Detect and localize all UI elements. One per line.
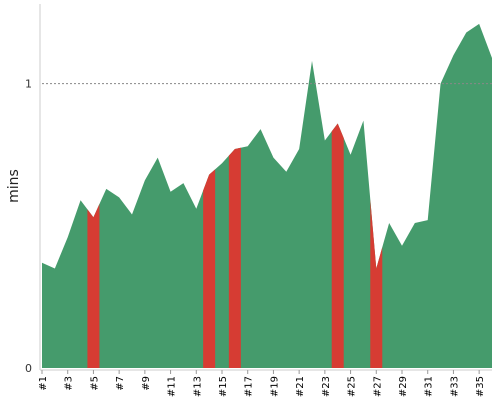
failed-build-band[interactable] xyxy=(331,123,344,368)
y-tick-label: 0 xyxy=(25,362,32,375)
x-tick-label: #17 xyxy=(244,376,255,397)
x-ticks: #1 #3 #5 #7 #9 #11 #13 #15 #17 #19 #21 #23 #25 #27 #29… xyxy=(38,370,486,397)
x-tick-label: #21 xyxy=(295,376,306,397)
area-layer xyxy=(42,23,492,368)
x-tick-label: #25 xyxy=(347,376,358,397)
x-tick-label: #13 xyxy=(192,376,203,397)
x-tick-label: #5 xyxy=(89,376,100,391)
x-tick-label: #23 xyxy=(321,376,332,397)
y-tick-label: 1 xyxy=(25,78,32,91)
failed-builds-layer xyxy=(87,123,383,368)
x-tick-label: #1 xyxy=(38,376,49,391)
x-tick-label: #19 xyxy=(269,376,280,397)
y-ticks: 01 xyxy=(25,78,32,375)
x-tick-label: #11 xyxy=(167,376,178,397)
x-tick-label: #31 xyxy=(424,376,435,397)
x-tick-label: #35 xyxy=(475,376,486,397)
failed-build-band[interactable] xyxy=(228,147,241,368)
failed-build-band[interactable] xyxy=(87,204,100,368)
y-axis-label: mins xyxy=(6,169,22,203)
x-tick-label: #15 xyxy=(218,376,229,397)
x-tick-label: #27 xyxy=(372,376,383,397)
x-tick-label: #3 xyxy=(64,376,75,391)
failed-build-band[interactable] xyxy=(203,169,216,368)
failed-build-band[interactable] xyxy=(370,199,383,368)
x-tick-label: #7 xyxy=(115,376,126,391)
x-tick-label: #29 xyxy=(398,376,409,397)
x-tick-label: #9 xyxy=(141,376,152,391)
x-tick-label: #33 xyxy=(449,376,460,397)
duration-area xyxy=(42,23,492,368)
